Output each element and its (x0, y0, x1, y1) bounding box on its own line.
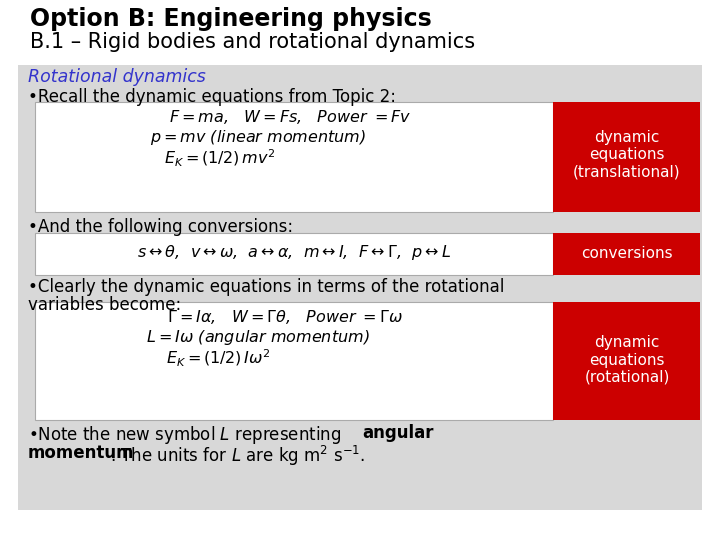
Text: •Clearly the dynamic equations in terms of the rotational: •Clearly the dynamic equations in terms … (28, 278, 505, 296)
FancyBboxPatch shape (18, 65, 702, 510)
Text: •Note the new symbol $L$ representing: •Note the new symbol $L$ representing (28, 424, 343, 446)
FancyBboxPatch shape (553, 102, 700, 212)
Text: Rotational dynamics: Rotational dynamics (28, 68, 206, 86)
Text: momentum: momentum (28, 444, 135, 462)
Text: dynamic
equations
(rotational): dynamic equations (rotational) (585, 335, 670, 385)
Text: $L = I\omega$ (angular momentum): $L = I\omega$ (angular momentum) (146, 328, 370, 347)
Text: dynamic
equations
(translational): dynamic equations (translational) (573, 130, 681, 180)
Text: •And the following conversions:: •And the following conversions: (28, 218, 293, 236)
FancyBboxPatch shape (35, 302, 553, 420)
Text: conversions: conversions (581, 246, 672, 261)
FancyBboxPatch shape (553, 302, 700, 420)
Text: Option B: Engineering physics: Option B: Engineering physics (30, 7, 432, 31)
Text: . The units for $L$ are kg m$^2$ s$^{-1}$.: . The units for $L$ are kg m$^2$ s$^{-1}… (110, 444, 365, 468)
FancyBboxPatch shape (35, 102, 553, 212)
Text: $p = mv$ (linear momentum): $p = mv$ (linear momentum) (150, 128, 366, 147)
Text: $s\leftrightarrow\theta$,  $v\leftrightarrow\omega$,  $a\leftrightarrow\alpha$, : $s\leftrightarrow\theta$, $v\leftrightar… (137, 244, 451, 262)
Text: angular: angular (362, 424, 433, 442)
Text: $\Gamma = I\alpha$,   $W = \Gamma\theta$,   Power $= \Gamma\omega$: $\Gamma = I\alpha$, $W = \Gamma\theta$, … (167, 308, 403, 326)
FancyBboxPatch shape (35, 233, 553, 275)
Text: $E_K = (1/2)\,mv^2$: $E_K = (1/2)\,mv^2$ (164, 148, 276, 169)
Text: $F = ma$,   $W = Fs$,   Power $= Fv$: $F = ma$, $W = Fs$, Power $= Fv$ (168, 108, 411, 126)
FancyBboxPatch shape (553, 233, 700, 275)
Text: •Recall the dynamic equations from Topic 2:: •Recall the dynamic equations from Topic… (28, 88, 396, 106)
Text: B.1 – Rigid bodies and rotational dynamics: B.1 – Rigid bodies and rotational dynami… (30, 32, 475, 52)
Text: variables become:: variables become: (28, 296, 181, 314)
Text: $E_K = (1/2)\,I\omega^2$: $E_K = (1/2)\,I\omega^2$ (166, 348, 270, 369)
